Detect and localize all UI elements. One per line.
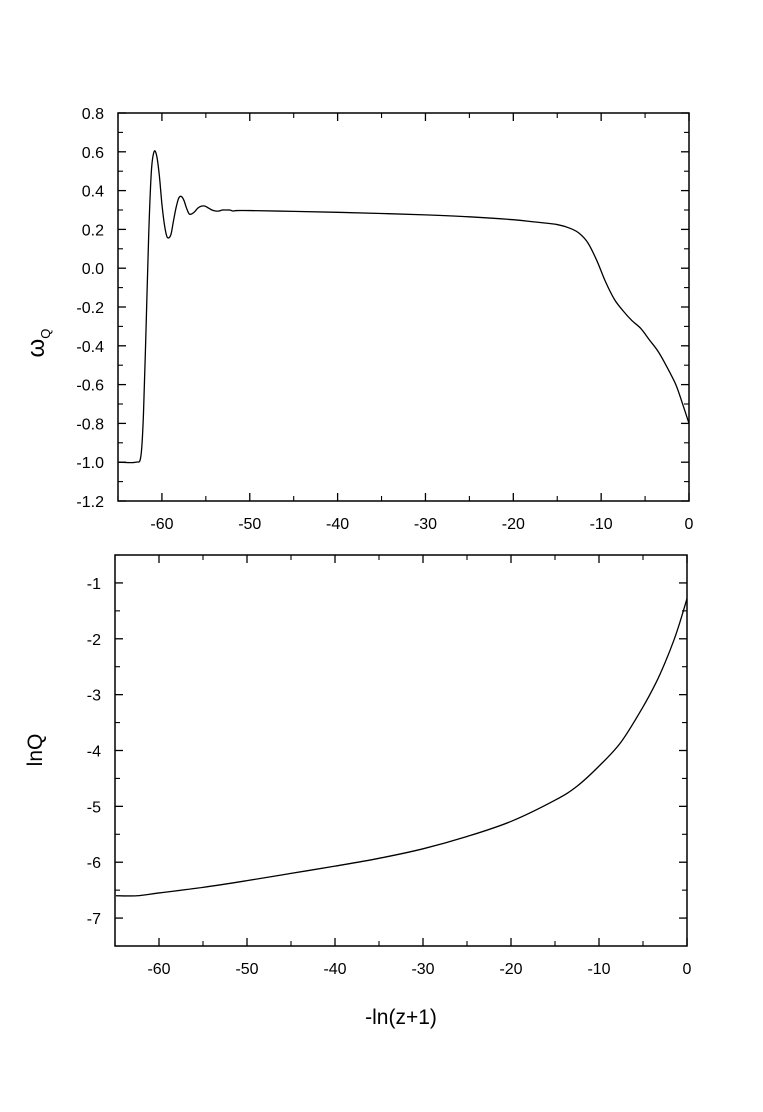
omega-q-panel: -60 -50 -40 -30 -20 -10 0 -1.2 -1.0 -0.8 -0.6 -0.4… xyxy=(23,106,694,533)
x-tick-label: -60 xyxy=(147,961,170,978)
y-tick-label: -3 xyxy=(87,688,101,705)
y-tick-label: -4 xyxy=(87,744,101,761)
tick-marks xyxy=(117,112,690,502)
y-tick-label: 0.6 xyxy=(82,145,104,162)
x-axis-title: -ln(z+1) xyxy=(365,1006,437,1029)
y-axis-title-main: ω xyxy=(23,339,50,358)
x-tick-label: -10 xyxy=(590,516,613,533)
omega-q-series-line xyxy=(118,150,690,464)
y-tick-label: -1.2 xyxy=(76,494,104,511)
y-tick-label: 0.0 xyxy=(82,261,104,278)
x-tick-labels: -60 -50 -40 -30 -20 -10 0 xyxy=(150,516,693,533)
y-tick-label: -1.0 xyxy=(76,455,104,472)
x-tick-label: -50 xyxy=(235,961,258,978)
y-tick-label: 0.2 xyxy=(82,222,104,239)
y-tick-label: -0.6 xyxy=(76,378,104,395)
y-tick-label: -7 xyxy=(87,911,101,928)
x-tick-labels: -60 -50 -40 -30 -20 -10 0 xyxy=(147,961,691,978)
x-tick-label: -20 xyxy=(502,516,525,533)
y-tick-label: 0.8 xyxy=(82,106,104,123)
x-tick-label: -60 xyxy=(150,516,173,533)
x-tick-label: -50 xyxy=(238,516,261,533)
x-tick-label: -30 xyxy=(414,516,437,533)
tick-marks xyxy=(114,554,688,947)
y-axis-title: lnQ xyxy=(24,734,47,767)
x-tick-label: -10 xyxy=(587,961,610,978)
x-tick-label: 0 xyxy=(685,516,694,533)
lnq-panel: -60 -50 -40 -30 -20 -10 0 -7 -6 -5 -4 -3 -2 -1 lnQ -… xyxy=(24,554,692,1029)
x-tick-label: -40 xyxy=(323,961,346,978)
y-tick-label: -0.4 xyxy=(76,339,104,356)
y-tick-label: -1 xyxy=(87,576,101,593)
y-tick-label: -2 xyxy=(87,632,101,649)
x-tick-label: -40 xyxy=(326,516,349,533)
y-tick-label: -0.8 xyxy=(76,416,104,433)
plot-frame xyxy=(117,112,690,502)
y-tick-label: -0.2 xyxy=(76,300,104,317)
x-tick-label: -30 xyxy=(411,961,434,978)
y-axis-title-subscript: Q xyxy=(38,329,53,339)
y-tick-labels: -7 -6 -5 -4 -3 -2 -1 xyxy=(87,576,101,928)
y-tick-label: -6 xyxy=(87,855,101,872)
y-tick-label: 0.4 xyxy=(82,184,104,201)
y-axis-title: ωQ xyxy=(23,329,53,358)
x-tick-label: -20 xyxy=(499,961,522,978)
lnq-series-line xyxy=(115,598,688,897)
y-tick-labels: -1.2 -1.0 -0.8 -0.6 -0.4 -0.2 0.0 0.2 0.4 0.6 0.8 xyxy=(76,106,104,511)
y-tick-label: -5 xyxy=(87,799,101,816)
x-tick-label: 0 xyxy=(683,961,692,978)
